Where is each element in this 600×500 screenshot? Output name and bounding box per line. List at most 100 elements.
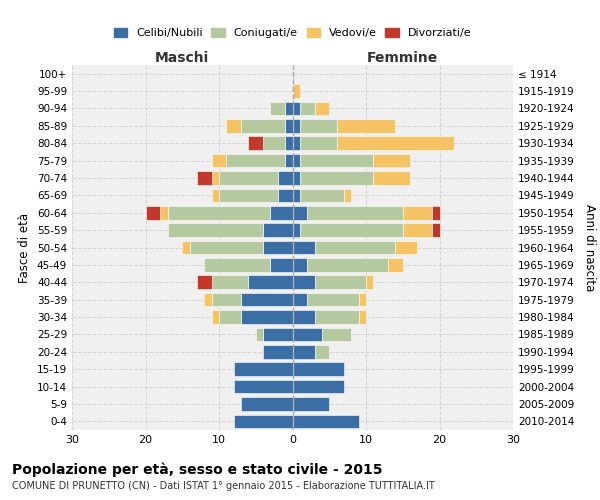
Bar <box>293 397 329 410</box>
Bar <box>300 154 373 168</box>
Bar <box>248 136 263 150</box>
Bar <box>190 240 263 254</box>
Bar <box>285 136 293 150</box>
Bar <box>403 206 432 220</box>
Bar <box>197 276 212 289</box>
Bar <box>271 102 285 115</box>
Bar <box>219 188 278 202</box>
Bar <box>293 240 314 254</box>
Bar <box>182 240 190 254</box>
Bar <box>293 293 307 306</box>
Bar <box>432 206 439 220</box>
Bar <box>300 102 314 115</box>
Y-axis label: Anni di nascita: Anni di nascita <box>583 204 596 291</box>
Bar <box>204 293 212 306</box>
Bar <box>167 206 271 220</box>
Bar <box>300 136 337 150</box>
Bar <box>271 206 293 220</box>
Bar <box>263 345 293 358</box>
Bar <box>197 171 212 185</box>
Bar <box>293 84 300 98</box>
Bar <box>285 154 293 168</box>
Bar <box>293 310 314 324</box>
Bar <box>293 136 300 150</box>
Bar <box>293 102 300 115</box>
Bar <box>293 414 359 428</box>
Text: COMUNE DI PRUNETTO (CN) - Dati ISTAT 1° gennaio 2015 - Elaborazione TUTTITALIA.I: COMUNE DI PRUNETTO (CN) - Dati ISTAT 1° … <box>12 481 435 491</box>
Bar <box>146 206 160 220</box>
Text: Popolazione per età, sesso e stato civile - 2015: Popolazione per età, sesso e stato civil… <box>12 462 383 477</box>
Bar <box>337 136 454 150</box>
Bar <box>263 240 293 254</box>
Bar <box>293 119 300 132</box>
Bar <box>314 276 366 289</box>
Bar <box>293 276 314 289</box>
Bar <box>212 293 241 306</box>
Bar <box>373 171 410 185</box>
Bar <box>212 171 219 185</box>
Bar <box>241 119 285 132</box>
Bar <box>307 293 359 306</box>
Bar <box>293 154 300 168</box>
Bar <box>226 154 285 168</box>
Text: Femmine: Femmine <box>367 51 439 65</box>
Bar <box>373 154 410 168</box>
Bar <box>300 171 373 185</box>
Bar <box>314 102 329 115</box>
Bar <box>388 258 403 272</box>
Bar <box>234 380 293 394</box>
Bar <box>322 328 351 341</box>
Bar <box>314 345 329 358</box>
Bar <box>212 310 219 324</box>
Bar <box>300 224 403 237</box>
Y-axis label: Fasce di età: Fasce di età <box>19 212 31 282</box>
Bar <box>160 206 167 220</box>
Bar <box>307 206 403 220</box>
Bar <box>293 258 307 272</box>
Bar <box>241 293 293 306</box>
Bar <box>314 240 395 254</box>
Bar <box>395 240 418 254</box>
Bar <box>212 154 226 168</box>
Bar <box>307 258 388 272</box>
Bar <box>212 276 248 289</box>
Bar <box>226 119 241 132</box>
Bar <box>432 224 439 237</box>
Bar <box>241 397 293 410</box>
Bar <box>293 206 307 220</box>
Bar <box>403 224 432 237</box>
Bar <box>314 310 359 324</box>
Text: Maschi: Maschi <box>155 51 209 65</box>
Bar <box>293 224 300 237</box>
Bar <box>344 188 352 202</box>
Bar <box>300 188 344 202</box>
Bar <box>219 171 278 185</box>
Bar <box>359 310 366 324</box>
Bar <box>219 310 241 324</box>
Bar <box>285 119 293 132</box>
Bar <box>248 276 293 289</box>
Bar <box>212 188 219 202</box>
Bar <box>293 380 344 394</box>
Bar <box>337 119 395 132</box>
Bar <box>366 276 373 289</box>
Legend: Celibi/Nubili, Coniugati/e, Vedovi/e, Divorziati/e: Celibi/Nubili, Coniugati/e, Vedovi/e, Di… <box>109 23 476 43</box>
Bar <box>234 362 293 376</box>
Bar <box>293 328 322 341</box>
Bar <box>234 414 293 428</box>
Bar <box>293 188 300 202</box>
Bar <box>263 328 293 341</box>
Bar <box>241 310 293 324</box>
Bar <box>285 102 293 115</box>
Bar <box>167 224 263 237</box>
Bar <box>300 119 337 132</box>
Bar <box>293 345 314 358</box>
Bar <box>256 328 263 341</box>
Bar <box>204 258 271 272</box>
Bar <box>263 136 285 150</box>
Bar <box>293 362 344 376</box>
Bar <box>293 171 300 185</box>
Bar <box>271 258 293 272</box>
Bar <box>359 293 366 306</box>
Bar <box>278 188 293 202</box>
